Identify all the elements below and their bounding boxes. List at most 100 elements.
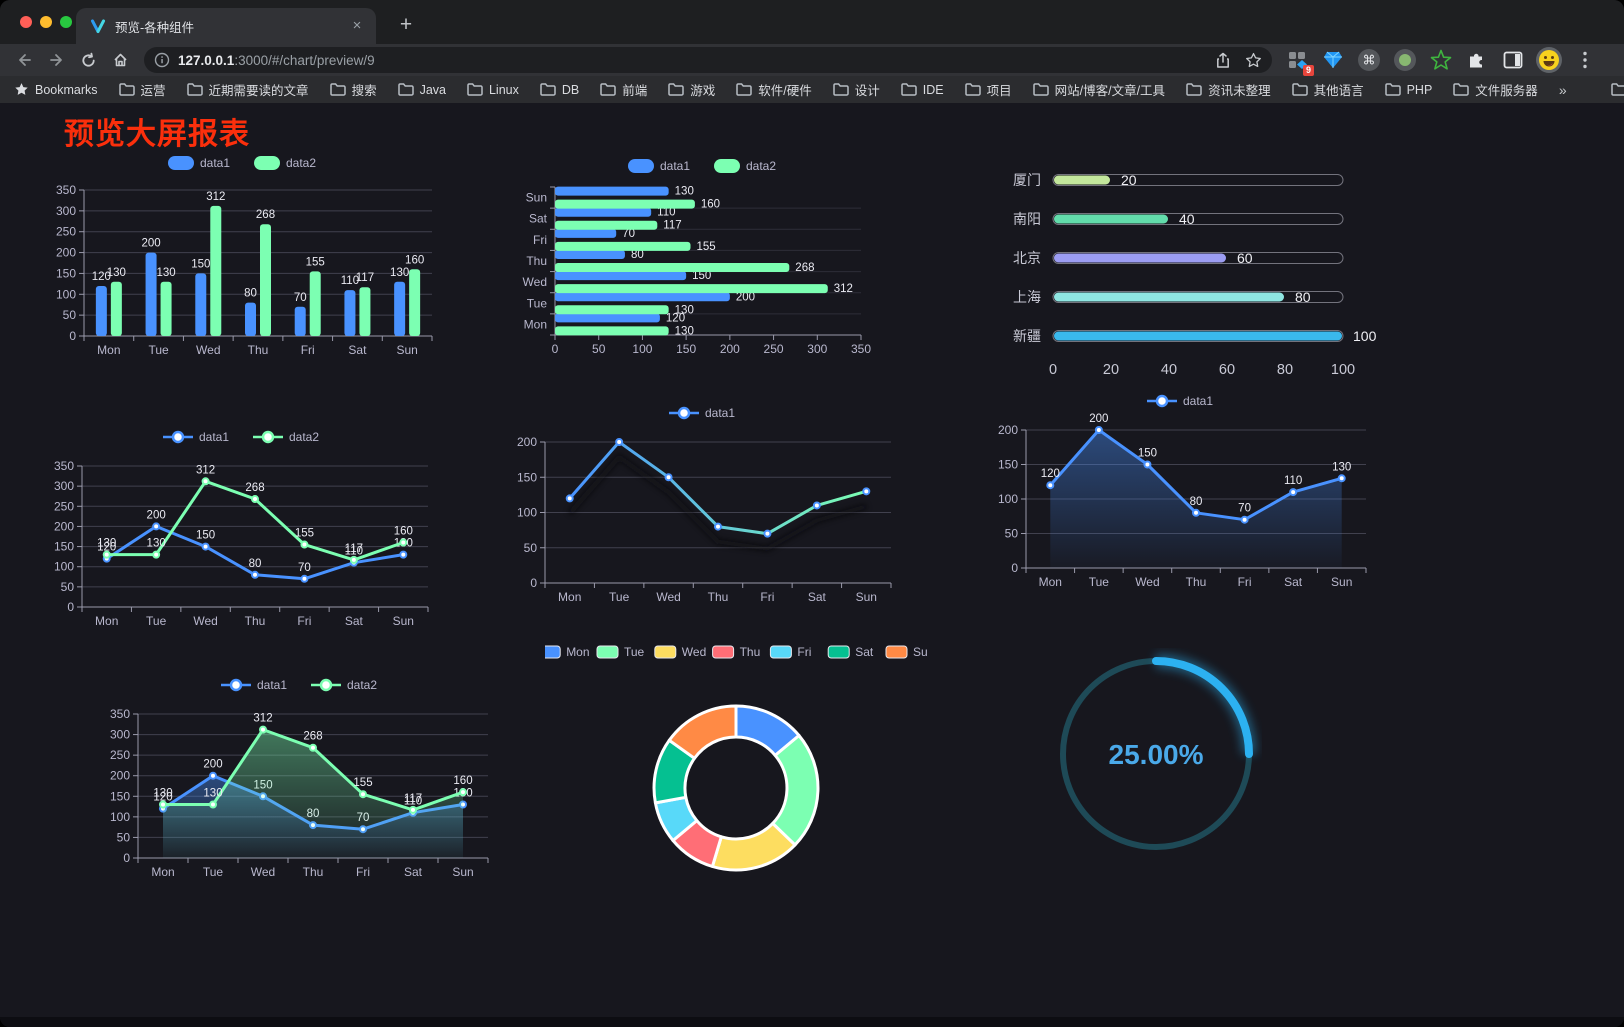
svg-text:Tue: Tue	[146, 614, 167, 628]
back-icon[interactable]	[10, 47, 38, 73]
folder-icon	[1384, 83, 1401, 96]
share-icon[interactable]	[1215, 52, 1231, 69]
svg-text:100: 100	[1353, 328, 1377, 344]
bookmarks-lead-label: Bookmarks	[35, 82, 98, 97]
svg-text:Tue: Tue	[527, 296, 548, 310]
command-extension-icon[interactable]: ⌘	[1356, 47, 1382, 73]
svg-text:Tue: Tue	[624, 645, 645, 659]
recorder-extension-icon[interactable]	[1392, 47, 1418, 73]
svg-text:Thu: Thu	[526, 254, 547, 268]
reload-icon[interactable]	[74, 47, 102, 73]
gradient-line-chart[interactable]: data1 0 50 100 150 200 Mon Tue Wed Thu Fri Sat Sun	[505, 398, 903, 613]
svg-text:北京: 北京	[1013, 250, 1041, 266]
bookmark-folder[interactable]: IDE	[901, 80, 944, 99]
extensions-puzzle-icon[interactable]	[1464, 47, 1490, 73]
svg-text:150: 150	[692, 270, 711, 282]
svg-text:Tue: Tue	[1089, 575, 1110, 589]
svg-text:Wed: Wed	[656, 590, 680, 604]
folder-icon	[964, 83, 981, 96]
green-star-extension-icon[interactable]	[1428, 47, 1454, 73]
svg-text:南阳: 南阳	[1013, 211, 1041, 227]
svg-text:130: 130	[1332, 461, 1351, 473]
zoom-window-button[interactable]	[60, 16, 72, 28]
address-bar[interactable]: 127.0.0.1:3000/#/chart/preview/9	[144, 47, 1272, 73]
multi-area-line-chart[interactable]: data1 data2 0 50 100 150 200 250 300 350 Mon Tue Wed…	[102, 670, 500, 888]
svg-text:268: 268	[303, 731, 322, 743]
bookmark-folder[interactable]: 软件/硬件	[736, 80, 812, 99]
close-window-button[interactable]	[20, 16, 32, 28]
svg-text:100: 100	[632, 342, 652, 356]
bookmark-folder-label: 项目	[986, 84, 1012, 98]
svg-text:150: 150	[56, 266, 76, 280]
svg-text:50: 50	[63, 308, 77, 322]
bookmark-star-icon[interactable]	[1245, 52, 1262, 68]
svg-text:Mon: Mon	[1039, 575, 1062, 589]
svg-text:Fri: Fri	[533, 233, 547, 247]
grouped-bar-chart[interactable]: data1 data2 0 50 100 150 200 250 300 350 Mon Tue Wed…	[48, 148, 440, 366]
bookmark-folder[interactable]: 搜索	[329, 80, 377, 99]
bookmarks-lead[interactable]: Bookmarks	[14, 82, 98, 97]
home-icon[interactable]	[106, 47, 134, 73]
svg-text:data1: data1	[660, 159, 690, 173]
bookmark-items: 运营 近期需要读的文章 搜索 Java Linux DB 前端 游戏 软件/硬件 设计 IDE 项目 网…	[118, 80, 1538, 99]
bookmark-folder-label: DB	[561, 82, 580, 97]
site-info-icon[interactable]	[154, 52, 170, 68]
bookmark-folder[interactable]: DB	[540, 80, 579, 99]
svg-text:155: 155	[295, 528, 314, 540]
bookmark-folder-label: 设计	[854, 84, 880, 98]
svg-text:Mon: Mon	[151, 865, 174, 879]
svg-text:Thu: Thu	[303, 865, 324, 879]
page-content: 预览大屏报表 data1 data2 0 50 100 150 200 250 300 350 Mo…	[0, 103, 1624, 1027]
bookmark-folder[interactable]: 其他语言	[1291, 80, 1364, 99]
bookmark-folder[interactable]: 近期需要读的文章	[186, 80, 309, 99]
bookmark-folder[interactable]: 游戏	[668, 80, 715, 99]
svg-text:0: 0	[530, 576, 537, 590]
svg-text:50: 50	[592, 342, 606, 356]
browser-tab[interactable]: 预览-各种组件 ×	[76, 8, 376, 44]
area-line-chart[interactable]: data1 0 50 100 150 200 Mon Tue Wed Thu Fri Sat Sun 12…	[986, 386, 1378, 598]
bookmark-folder[interactable]: 资讯未整理	[1186, 80, 1271, 99]
gem-extension-icon[interactable]	[1320, 47, 1346, 73]
bookmark-folder-label: 网站/博客/文章/工具	[1054, 84, 1166, 98]
svg-text:data1: data1	[200, 156, 230, 170]
new-tab-button[interactable]: +	[399, 13, 413, 36]
svg-text:0: 0	[1011, 561, 1018, 575]
bookmark-folder[interactable]: 文件服务器	[1453, 80, 1538, 99]
tab-manager-extension-icon[interactable]: 9	[1284, 47, 1314, 76]
svg-text:80: 80	[1190, 496, 1203, 508]
minimize-window-button[interactable]	[40, 16, 52, 28]
browser-menu-icon[interactable]	[1572, 47, 1598, 73]
svg-text:80: 80	[1277, 362, 1293, 378]
bookmark-folder[interactable]: Linux	[467, 80, 519, 99]
sidebar-toggle-icon[interactable]	[1500, 47, 1526, 73]
svg-text:200: 200	[1089, 413, 1108, 425]
profile-avatar[interactable]	[1536, 47, 1562, 73]
progress-bar-chart[interactable]: 厦门 20 南阳 40 北京 60 上海 80 新疆 100 0 20 40 60 80 100	[995, 158, 1395, 390]
svg-text:150: 150	[110, 789, 130, 803]
svg-text:Sun: Sun	[396, 343, 417, 357]
svg-text:150: 150	[676, 342, 696, 356]
bookmark-folder[interactable]: 运营	[118, 80, 166, 99]
bookmark-folder[interactable]: Java	[397, 80, 446, 99]
svg-text:Mon: Mon	[558, 590, 581, 604]
bookmark-folder[interactable]: 前端	[600, 80, 647, 99]
svg-text:150: 150	[196, 530, 215, 542]
gauge-chart[interactable]: 25.00%	[1050, 648, 1262, 860]
bookmark-folder[interactable]: 网站/博客/文章/工具	[1032, 80, 1166, 99]
forward-icon[interactable]	[42, 47, 70, 73]
bookmark-folder[interactable]: PHP	[1384, 80, 1432, 99]
svg-text:200: 200	[736, 291, 755, 303]
bookmark-folder[interactable]: 设计	[833, 80, 880, 99]
svg-text:Fri: Fri	[797, 645, 811, 659]
svg-text:200: 200	[720, 342, 740, 356]
donut-chart[interactable]: Mon Tue Wed Thu Fri Sat Sun	[538, 636, 934, 888]
bookmark-folder[interactable]: 项目	[964, 80, 1012, 99]
tab-close-icon[interactable]: ×	[352, 17, 362, 34]
bookmarks-overflow-chevron[interactable]: »	[1558, 81, 1567, 98]
horizontal-bar-chart[interactable]: data1 data2 0 50 100 150 200 250 300 350 Mon Tue Wed…	[505, 151, 903, 366]
other-bookmarks[interactable]: 其他书签	[1610, 80, 1624, 99]
svg-text:50: 50	[61, 580, 75, 594]
multi-line-chart[interactable]: data1 data2 0 50 100 150 200 250 300 350 Mon Tue Wed…	[46, 422, 440, 637]
svg-text:312: 312	[206, 191, 225, 203]
bookmark-folder-label: 软件/硬件	[758, 84, 812, 98]
